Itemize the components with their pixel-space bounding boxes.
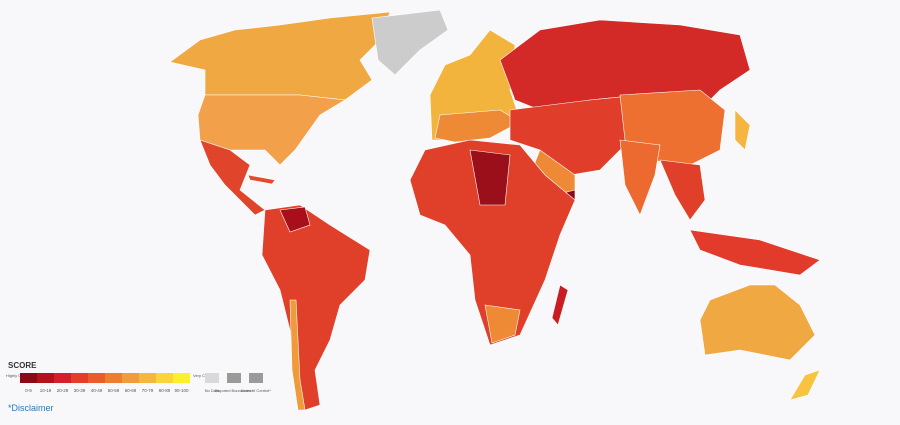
africa [409, 139, 576, 346]
legend-extra-label: Lines of Control* [241, 388, 271, 393]
legend-high-label: Very Clean [193, 373, 213, 378]
legend-bin-label: 0-9 [25, 388, 32, 393]
legend-bin-label: 70-79 [142, 388, 154, 393]
canada-alaska [169, 11, 391, 101]
libya [469, 149, 511, 206]
chile-strip [289, 299, 306, 411]
legend-swatch [105, 373, 122, 383]
land-masses [169, 9, 821, 411]
disclaimer-link[interactable]: *Disclaimer [8, 403, 54, 413]
madagascar [551, 284, 569, 326]
united-states [197, 94, 346, 166]
legend-swatch [173, 373, 190, 383]
legend-bin-label: 40-49 [91, 388, 103, 393]
legend-bin-label: 20-29 [57, 388, 69, 393]
legend-bin-label: 80-89 [159, 388, 171, 393]
legend-swatch [122, 373, 139, 383]
legend-extra-swatch [205, 373, 219, 383]
new-zealand [789, 369, 821, 401]
legend-bin-label: 60-69 [125, 388, 137, 393]
legend-title: SCORE [8, 361, 37, 370]
southeast-asia [659, 159, 706, 221]
central-asia [509, 94, 641, 176]
southern-africa [484, 304, 521, 344]
legend-swatch [88, 373, 105, 383]
legend-extra-swatch [249, 373, 263, 383]
legend-extra-label: Disputed Boundaries* [215, 388, 254, 393]
legend-swatch [156, 373, 173, 383]
legend-swatch [71, 373, 88, 383]
legend-swatch [139, 373, 156, 383]
india [619, 139, 661, 216]
legend-bin-label: 90-100 [174, 388, 189, 393]
legend: SCORE Highly Corrupt 0-9 10-19 20-29 30-39 40… [6, 361, 271, 393]
legend-bin-label: 50-59 [108, 388, 120, 393]
caribbean [247, 174, 276, 185]
legend-swatch [37, 373, 54, 383]
legend-bin-label: 30-39 [74, 388, 86, 393]
venezuela [279, 206, 311, 233]
greenland [371, 9, 449, 76]
legend-extra-swatch [227, 373, 241, 383]
legend-swatch [20, 373, 37, 383]
japan [734, 109, 751, 151]
legend-low-label: Highly Corrupt [6, 373, 32, 378]
south-america [261, 204, 371, 411]
legend-bin-label: 10-19 [40, 388, 52, 393]
australia [699, 284, 816, 361]
maritime-asia [689, 229, 821, 276]
legend-swatch [54, 373, 71, 383]
southern-europe [434, 109, 521, 143]
legend-extra-label: No Data [205, 388, 220, 393]
